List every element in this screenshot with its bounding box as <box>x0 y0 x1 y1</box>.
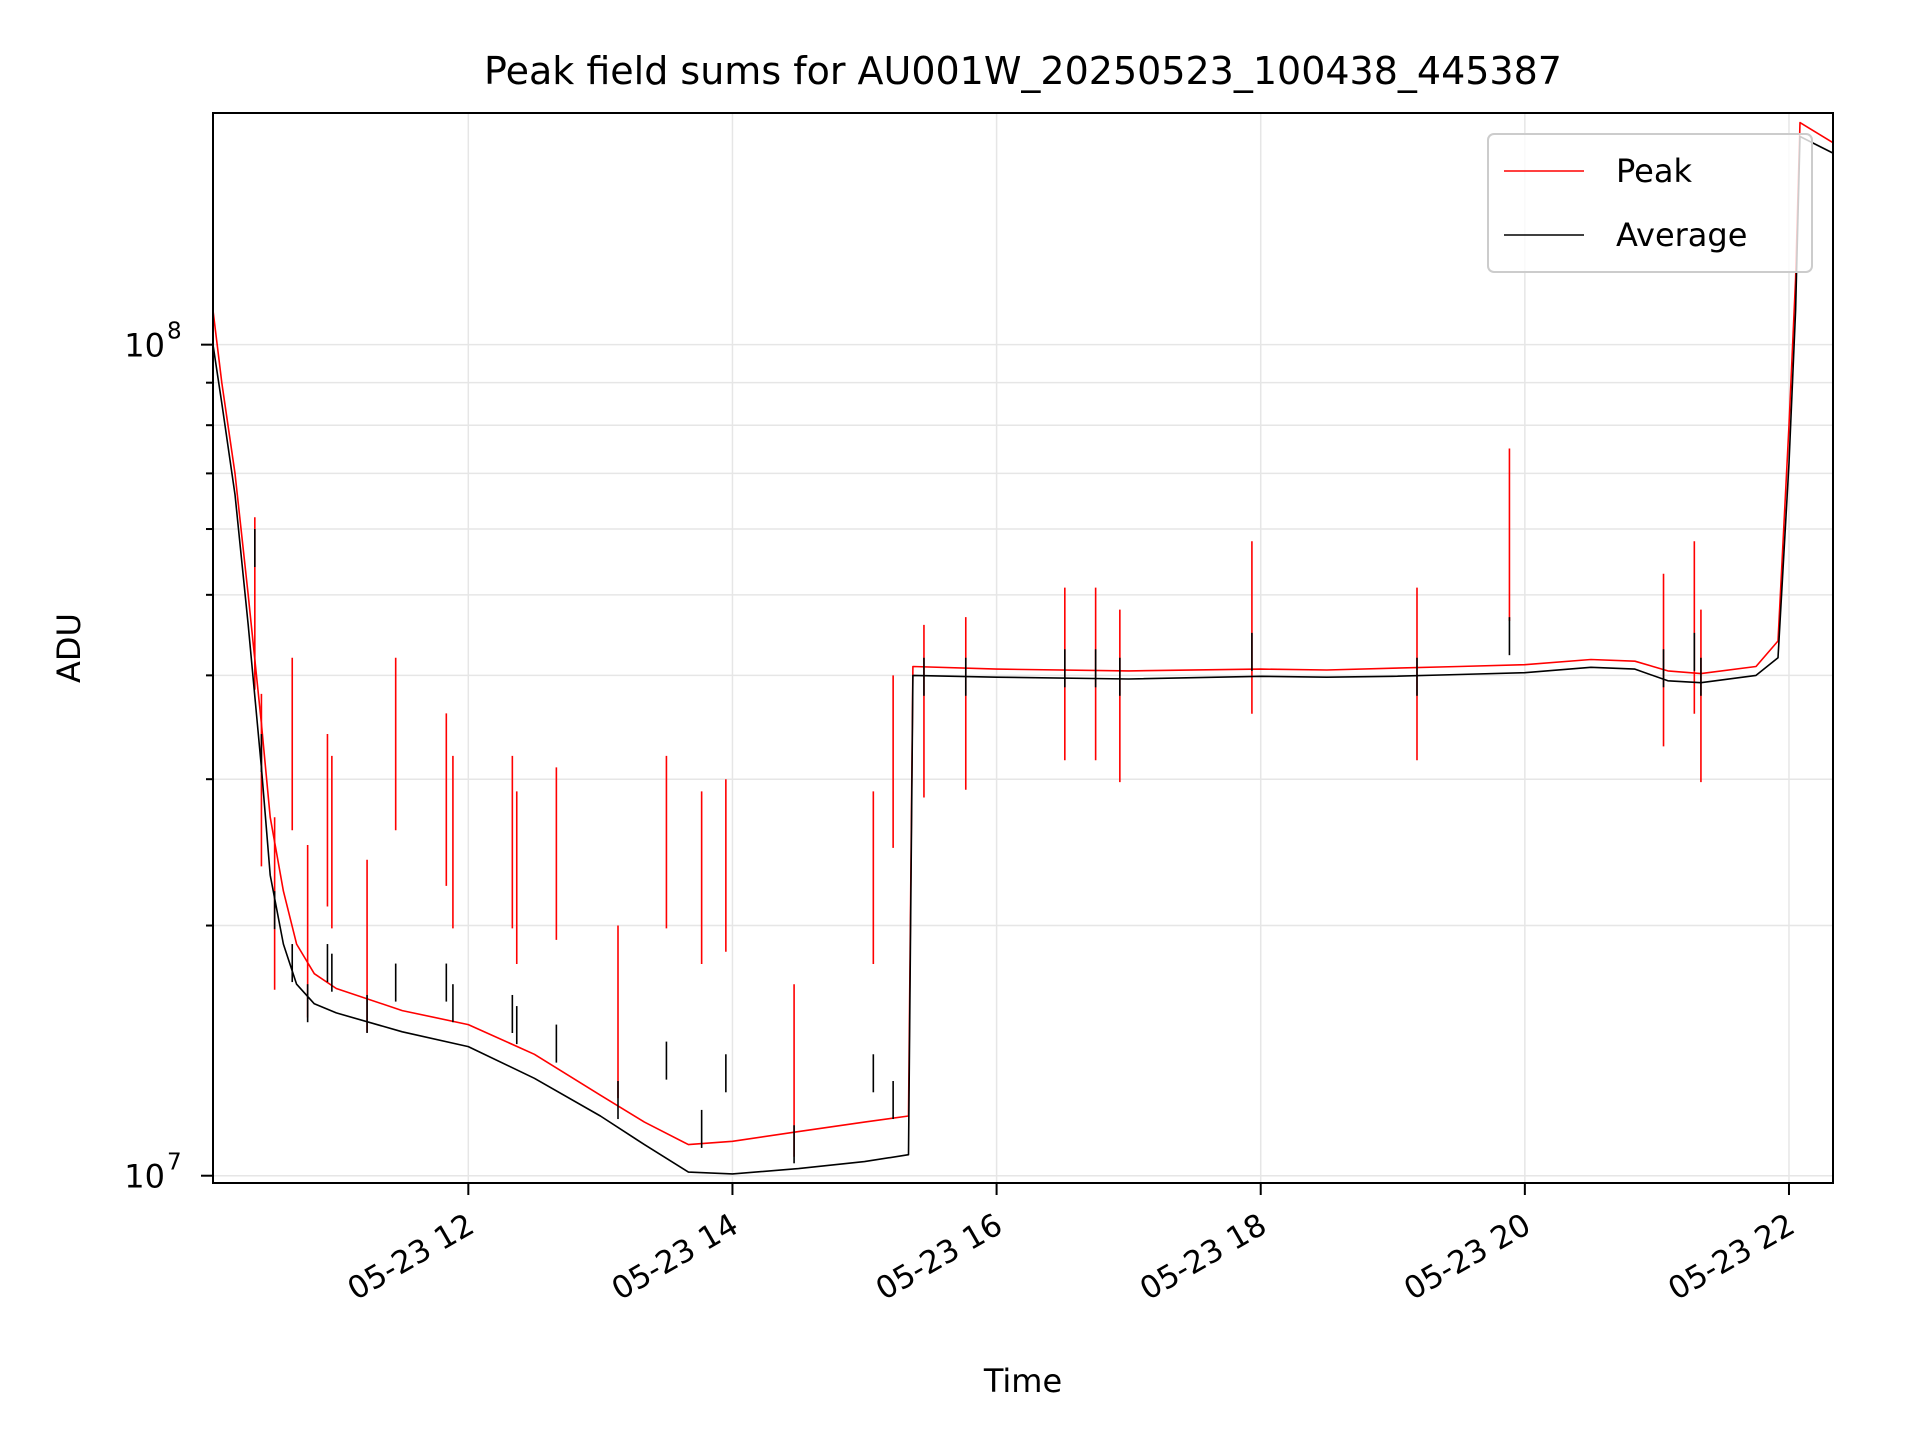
y-tick-label-exponent: 7 <box>167 1150 182 1176</box>
series-line-peak <box>212 121 1834 1146</box>
x-axis-label: Time <box>983 1362 1062 1400</box>
legend-label-average: Average <box>1616 216 1747 254</box>
plot-series <box>212 121 1834 1175</box>
legend-box <box>1487 133 1813 273</box>
y-tick-label: 10 <box>124 327 165 365</box>
y-axis-label: ADU <box>50 613 88 683</box>
grid-lines <box>213 113 1833 1183</box>
axes-frame <box>212 112 1834 1184</box>
chart-title: Peak field sums for AU001W_20250523_1004… <box>484 49 1562 93</box>
legend-label-peak: Peak <box>1616 152 1692 190</box>
y-tick-label: 10 <box>124 1158 165 1196</box>
y-tick-label-exponent: 8 <box>167 319 182 345</box>
series-line-average <box>212 135 1834 1175</box>
legend: Peak Average <box>1487 133 1813 273</box>
